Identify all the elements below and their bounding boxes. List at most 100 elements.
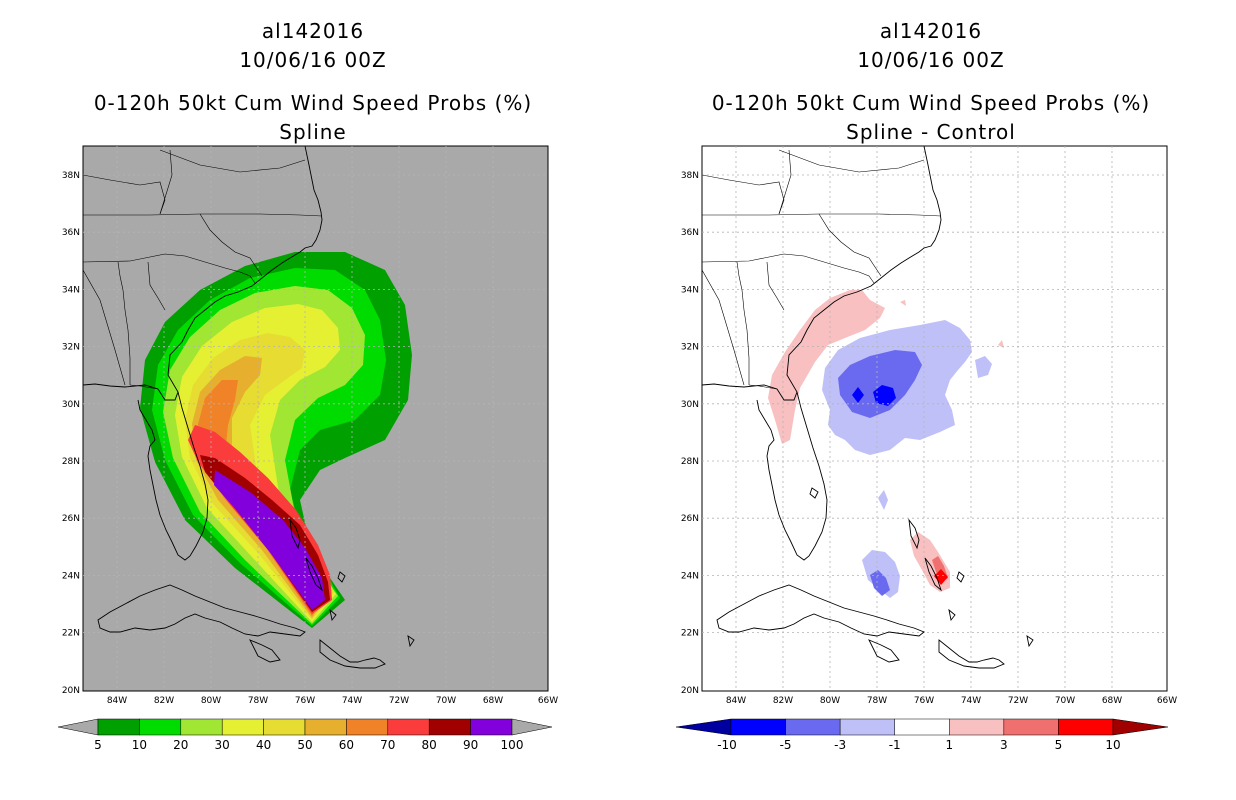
- latitude-label: 24N: [681, 571, 699, 581]
- colorbar-swatch: [97, 718, 140, 736]
- latitude-label: 28N: [62, 457, 80, 467]
- negative-5-band-a: [852, 387, 864, 403]
- latitude-label: 26N: [62, 514, 80, 524]
- colorbar-swatch: [263, 718, 306, 736]
- colorbar-label: 20: [173, 738, 188, 752]
- latitude-label: 38N: [681, 171, 699, 181]
- colorbar-label: 50: [297, 738, 312, 752]
- latitude-label: 26N: [681, 514, 699, 524]
- right-graticule: [702, 146, 1167, 691]
- left-variant: Spline: [279, 120, 347, 144]
- longitude-label: 80W: [820, 696, 840, 706]
- colorbar-swatch: [304, 718, 347, 736]
- colorbar-label: 10: [1105, 738, 1120, 752]
- right-datetime: 10/06/16 00Z: [857, 48, 1005, 72]
- longitude-label: 82W: [773, 696, 793, 706]
- negative-3-band-bahamas: [870, 570, 890, 596]
- colorbar-swatch: [139, 718, 182, 736]
- negative-1-band-islands: [878, 490, 888, 510]
- left-panel-title: al142016 10/06/16 00Z 0-120h 50kt Cum Wi…: [58, 17, 568, 147]
- colorbar-swatch: [730, 718, 786, 736]
- longitude-label: 84W: [107, 696, 127, 706]
- longitude-label: 72W: [389, 696, 409, 706]
- colorbar-low-end: [57, 718, 99, 736]
- left-axis-labels: 38N 36N 34N 32N 30N 28N 26N 24N 22N 20N 84W 82W 80W 7…: [62, 171, 558, 706]
- longitude-label: 74W: [342, 696, 362, 706]
- longitude-label: 76W: [295, 696, 315, 706]
- longitude-label: 66W: [1157, 696, 1177, 706]
- left-coastlines: [83, 146, 415, 669]
- left-map-panel: 38N 36N 34N 32N 30N 28N 26N 24N 22N 20N 84W 82W 80W 7…: [62, 145, 558, 706]
- colorbar-swatch: [785, 718, 841, 736]
- latitude-label: 24N: [62, 571, 80, 581]
- colorbar-swatch: [839, 718, 895, 736]
- colorbar-high-end: [511, 718, 553, 736]
- positive-1-band-coast: [768, 290, 885, 444]
- colorbar-label: 100: [501, 738, 524, 752]
- longitude-label: 72W: [1008, 696, 1028, 706]
- colorbar-label: 1: [945, 738, 953, 752]
- right-map-panel: 38N 36N 34N 32N 30N 28N 26N 24N 22N 20N 84W 82W 80W 7…: [681, 145, 1177, 706]
- colorbar-swatch: [1003, 718, 1059, 736]
- right-coastlines: [702, 146, 1034, 669]
- latitude-label: 32N: [62, 343, 80, 353]
- longitude-label: 68W: [1102, 696, 1122, 706]
- left-colorbar: 5 10 20 30 40 50 60 70 80 90 100: [57, 718, 553, 752]
- colorbar-label: 80: [422, 738, 437, 752]
- longitude-label: 70W: [436, 696, 456, 706]
- negative-1-band-east: [975, 356, 992, 378]
- positive-5-band-keys: [934, 569, 948, 585]
- latitude-label: 20N: [681, 686, 699, 696]
- latitude-label: 36N: [62, 228, 80, 238]
- longitude-label: 78W: [867, 696, 887, 706]
- left-storm-id: al142016: [261, 19, 365, 43]
- latitude-label: 38N: [62, 171, 80, 181]
- right-axis-labels: 38N 36N 34N 32N 30N 28N 26N 24N 22N 20N 84W 82W 80W 7…: [681, 171, 1177, 706]
- colorbar-label: 70: [380, 738, 395, 752]
- contour-90: [214, 470, 325, 610]
- right-panel-title: al142016 10/06/16 00Z 0-120h 50kt Cum Wi…: [676, 17, 1186, 147]
- latitude-label: 28N: [681, 457, 699, 467]
- colorbar-label: -5: [780, 738, 792, 752]
- left-product: 0-120h 50kt Cum Wind Speed Probs (%): [93, 91, 533, 115]
- longitude-label: 80W: [201, 696, 221, 706]
- right-variant: Spline - Control: [846, 120, 1016, 144]
- right-product: 0-120h 50kt Cum Wind Speed Probs (%): [711, 91, 1151, 115]
- latitude-label: 34N: [62, 285, 80, 295]
- longitude-label: 74W: [961, 696, 981, 706]
- colorbar-swatch: [180, 718, 223, 736]
- colorbar-label: 60: [339, 738, 354, 752]
- colorbar-high-end: [1112, 718, 1169, 736]
- latitude-label: 32N: [681, 343, 699, 353]
- positive-1-band-north: [900, 300, 906, 306]
- right-difference-contours: [768, 290, 1004, 598]
- colorbar-label: -10: [717, 738, 737, 752]
- latitude-label: 20N: [62, 686, 80, 696]
- left-graticule: [83, 146, 548, 691]
- left-datetime: 10/06/16 00Z: [239, 48, 387, 72]
- latitude-label: 36N: [681, 228, 699, 238]
- colorbar-label: 3: [1000, 738, 1008, 752]
- colorbar-label: 10: [132, 738, 147, 752]
- colorbar-swatch: [428, 718, 471, 736]
- colorbar-swatch: [470, 718, 513, 736]
- right-colorbar: -10 -5 -3 -1 1 3 5 10: [675, 718, 1169, 752]
- colorbar-label: 5: [94, 738, 102, 752]
- colorbar-swatch: [1058, 718, 1114, 736]
- colorbar-label: -1: [889, 738, 901, 752]
- longitude-label: 76W: [914, 696, 934, 706]
- colorbar-label: 30: [215, 738, 230, 752]
- latitude-label: 34N: [681, 285, 699, 295]
- latitude-label: 30N: [62, 400, 80, 410]
- left-state-borders: [83, 149, 323, 390]
- colorbar-swatch: [387, 718, 430, 736]
- left-probability-contours: [140, 252, 412, 628]
- colorbar-label: 40: [256, 738, 271, 752]
- latitude-label: 22N: [681, 629, 699, 639]
- right-storm-id: al142016: [879, 19, 983, 43]
- longitude-label: 66W: [538, 696, 558, 706]
- longitude-label: 78W: [248, 696, 268, 706]
- positive-1-band-east: [998, 340, 1004, 348]
